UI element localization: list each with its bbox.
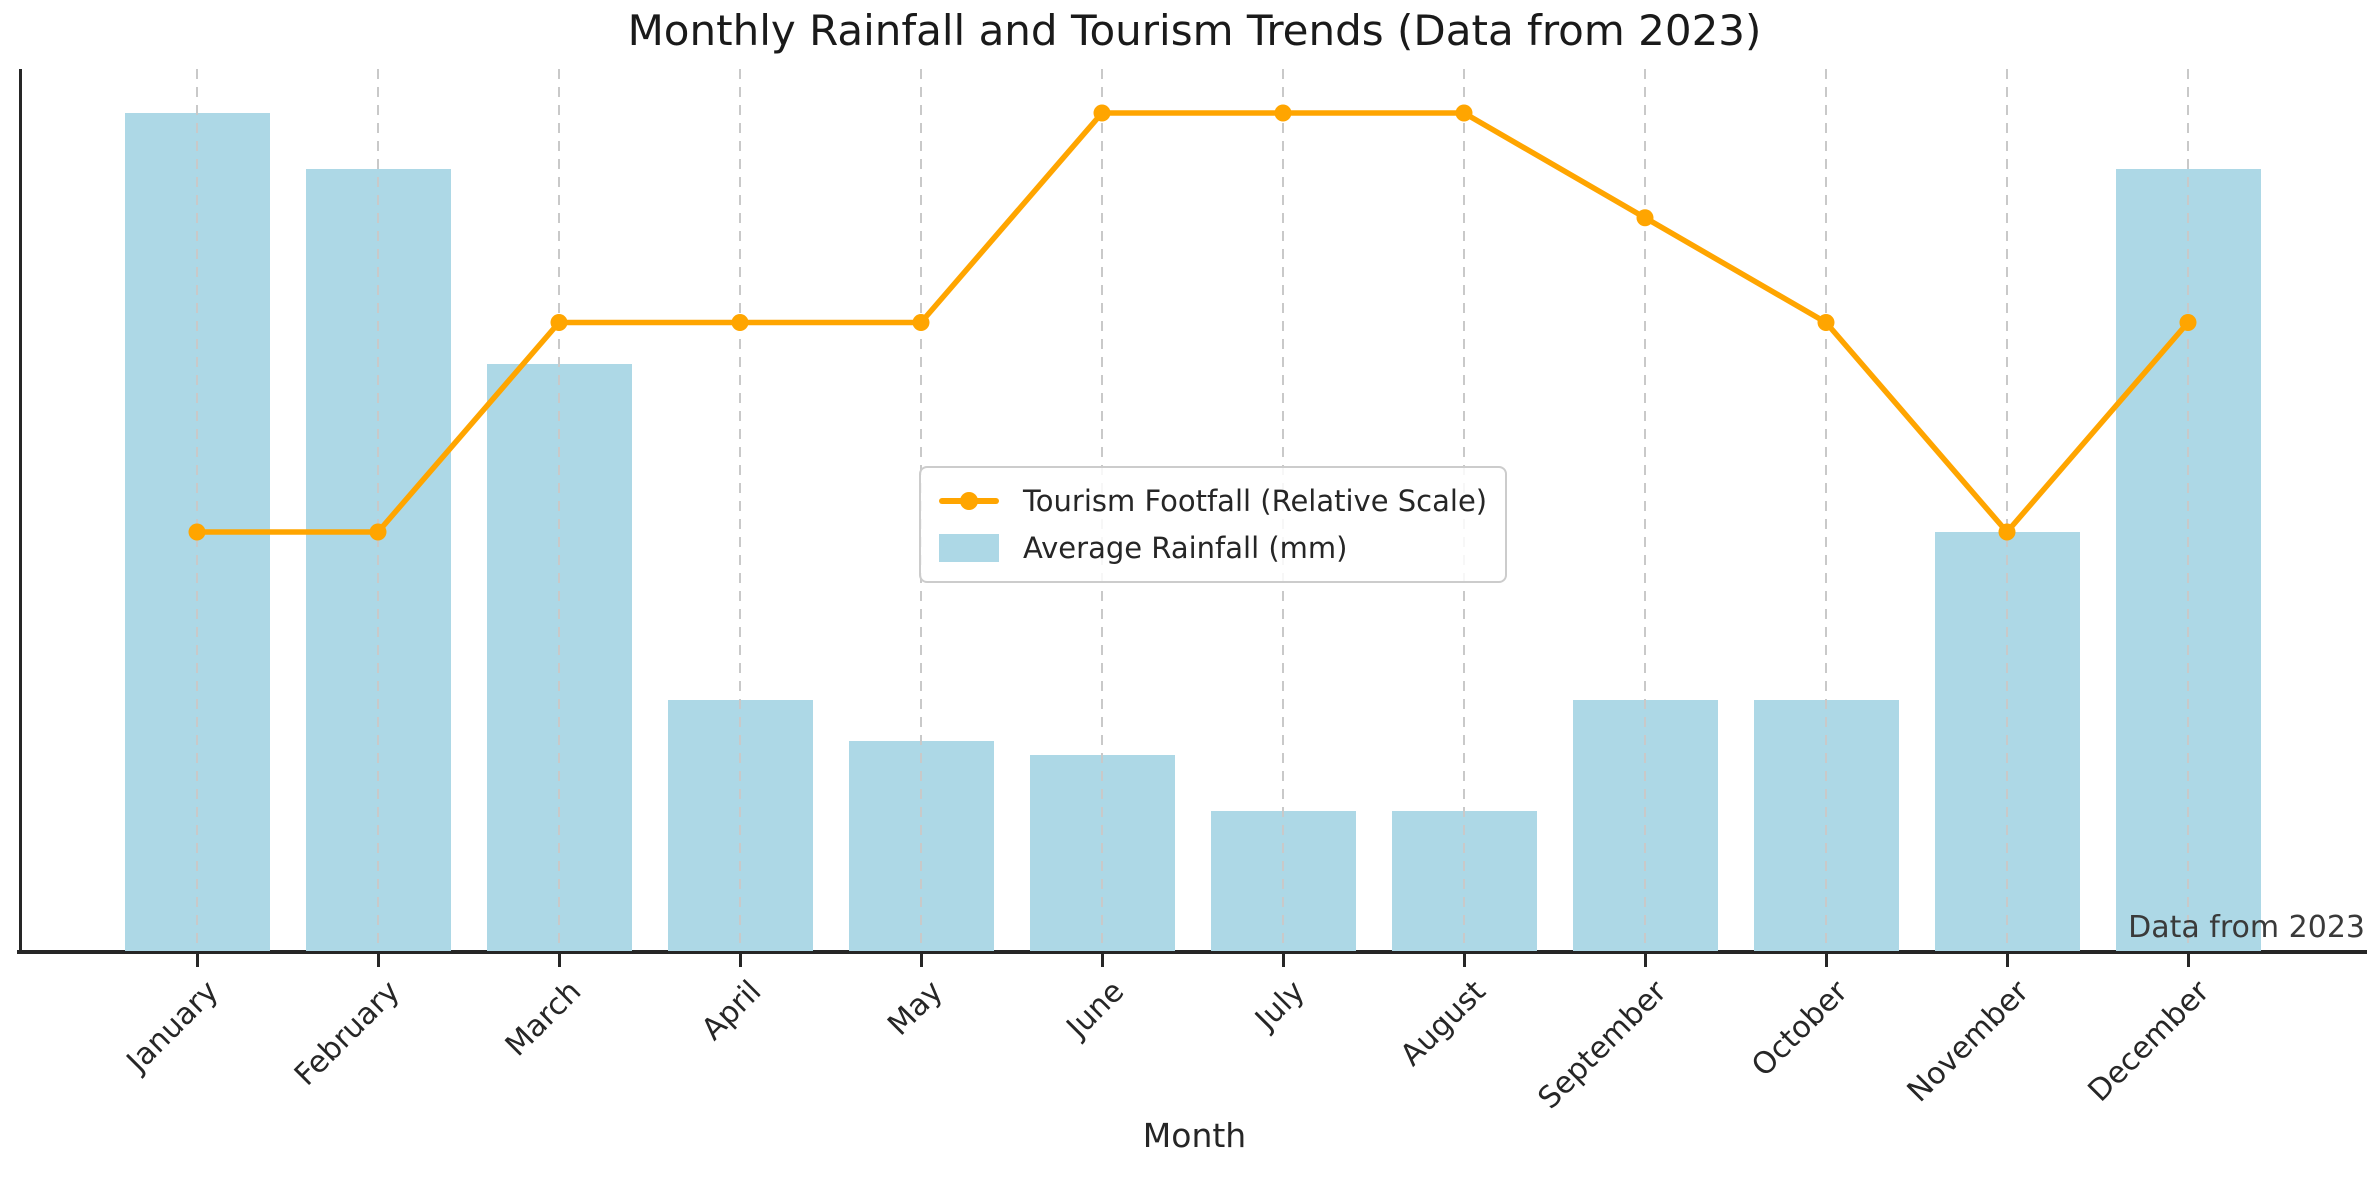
x-tick-december (2187, 954, 2190, 967)
x-tick-march (558, 954, 561, 967)
line-marker-april (731, 313, 749, 331)
x-tick-november (2006, 954, 2009, 967)
legend-circle-marker-icon (960, 492, 978, 510)
tourism-footfall-line (194, 110, 2191, 535)
x-axis-spine (17, 950, 2367, 954)
x-tick-july (1282, 954, 1285, 967)
legend-label-tourism: Tourism Footfall (Relative Scale) (1023, 484, 1488, 518)
legend-item-rainfall: Average Rainfall (mm) (939, 527, 1487, 569)
x-tick-june (1101, 954, 1104, 967)
x-tick-october (1825, 954, 1828, 967)
x-tick-january (196, 954, 199, 967)
line-marker-july (1274, 104, 1292, 122)
line-marker-march (550, 313, 568, 331)
line-marker-august (1455, 104, 1473, 122)
legend-line-marker-swatch (939, 492, 999, 510)
annotation-data-from-2023: Data from 2023 (2128, 910, 2365, 945)
line-marker-january (188, 523, 206, 541)
bar-march (486, 364, 632, 951)
x-tick-february (377, 954, 380, 967)
chart-title: Monthly Rainfall and Tourism Trends (Dat… (627, 6, 1762, 55)
y-axis-spine (19, 69, 22, 954)
line-marker-october (1817, 313, 1835, 331)
x-axis-label: Month (1142, 1116, 1247, 1155)
legend-bar-swatch (939, 534, 999, 562)
line-marker-june (1093, 104, 1111, 122)
x-tick-august (1463, 954, 1466, 967)
line-marker-may (912, 313, 930, 331)
line-marker-november (1998, 523, 2016, 541)
line-marker-february (369, 523, 387, 541)
x-tick-april (739, 954, 742, 967)
legend: Tourism Footfall (Relative Scale) Averag… (919, 466, 1508, 583)
line-marker-december (2179, 313, 2197, 331)
legend-label-rainfall: Average Rainfall (mm) (1023, 531, 1348, 565)
line-marker-september (1636, 209, 1654, 227)
x-tick-may (920, 954, 923, 967)
x-tick-september (1644, 954, 1647, 967)
legend-item-tourism: Tourism Footfall (Relative Scale) (939, 480, 1487, 522)
